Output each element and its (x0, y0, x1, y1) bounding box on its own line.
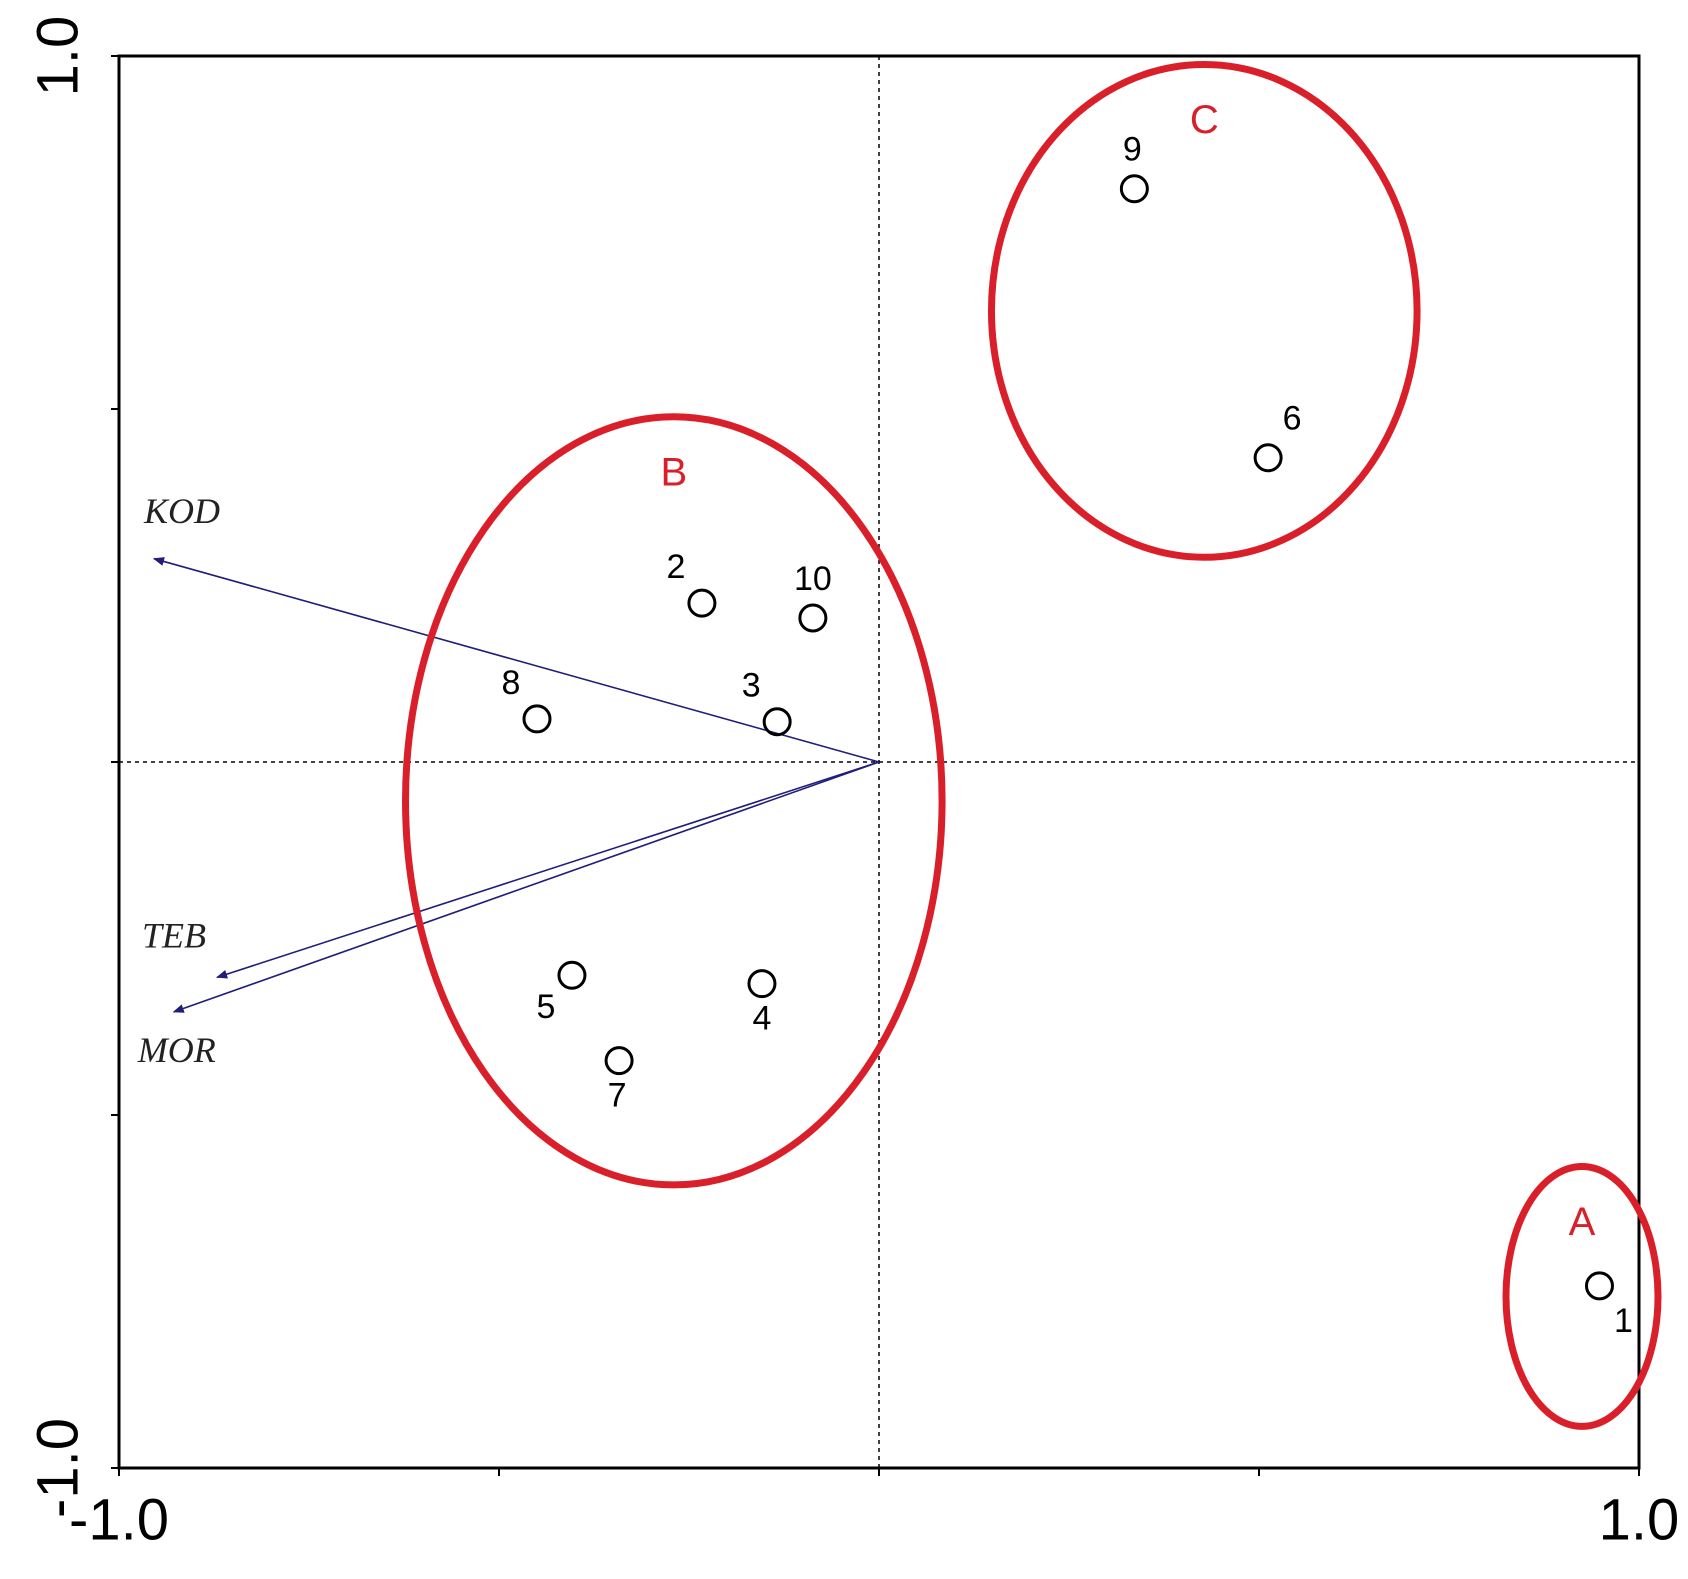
vector (215, 761, 880, 979)
point-label: 5 (536, 988, 555, 1026)
point (1119, 174, 1149, 204)
group-ellipse (402, 413, 946, 1189)
y-tick-label: 1.0 (25, 16, 90, 97)
point-label: 8 (502, 664, 521, 702)
point-label: 10 (794, 560, 832, 598)
point-label: 9 (1123, 131, 1142, 169)
group-label: A (1569, 1200, 1596, 1244)
group-ellipse (1502, 1163, 1662, 1430)
x-tick-label: 1.0 (1599, 1487, 1680, 1552)
point (1253, 443, 1283, 473)
point (557, 960, 587, 990)
point-label: 2 (666, 548, 685, 586)
point (747, 969, 777, 999)
point (522, 704, 552, 734)
y-tick-label: -1.0 (25, 1418, 90, 1518)
point-label: 3 (742, 667, 761, 705)
vector-label: TEB (142, 916, 206, 956)
group-label: C (1190, 98, 1219, 142)
point-label: 7 (608, 1077, 627, 1115)
vector (172, 761, 880, 1013)
point (1584, 1271, 1614, 1301)
vector (152, 557, 880, 763)
group-ellipse (987, 60, 1421, 561)
point-label: 6 (1283, 400, 1302, 438)
point (604, 1046, 634, 1076)
point (762, 707, 792, 737)
vector-label: KOD (143, 491, 220, 531)
point (687, 588, 717, 618)
point-label: 4 (752, 1000, 771, 1038)
point-label: 1 (1614, 1302, 1633, 1340)
point (798, 603, 828, 633)
group-label: B (660, 450, 687, 494)
vector-label: MOR (137, 1030, 216, 1070)
x-tick-label: -1.0 (69, 1487, 169, 1552)
